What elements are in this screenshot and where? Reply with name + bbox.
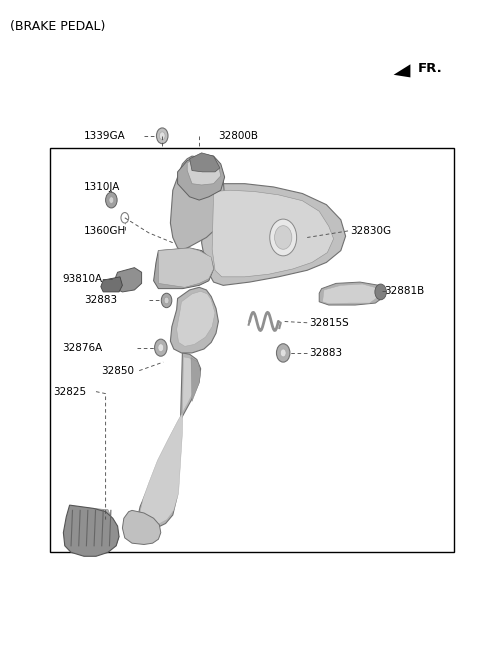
Text: 1339GA: 1339GA bbox=[84, 131, 126, 141]
Polygon shape bbox=[170, 287, 218, 353]
Polygon shape bbox=[158, 248, 214, 287]
Polygon shape bbox=[65, 506, 119, 551]
Circle shape bbox=[159, 132, 165, 140]
Polygon shape bbox=[319, 282, 384, 305]
Circle shape bbox=[109, 197, 114, 203]
Circle shape bbox=[156, 128, 168, 144]
Polygon shape bbox=[114, 268, 142, 292]
Polygon shape bbox=[140, 357, 199, 525]
Text: 32850: 32850 bbox=[101, 365, 134, 376]
Polygon shape bbox=[212, 190, 334, 277]
Circle shape bbox=[275, 226, 292, 249]
Polygon shape bbox=[394, 64, 410, 77]
Text: 32830G: 32830G bbox=[350, 226, 392, 236]
Polygon shape bbox=[138, 353, 201, 528]
Text: 32883: 32883 bbox=[310, 348, 343, 358]
Polygon shape bbox=[170, 156, 225, 251]
Circle shape bbox=[155, 339, 167, 356]
Circle shape bbox=[375, 284, 386, 300]
Circle shape bbox=[164, 297, 169, 304]
Polygon shape bbox=[177, 291, 215, 346]
Text: (BRAKE PEDAL): (BRAKE PEDAL) bbox=[10, 20, 105, 33]
Polygon shape bbox=[323, 284, 381, 304]
Polygon shape bbox=[202, 184, 346, 285]
Text: 93810A: 93810A bbox=[62, 274, 103, 284]
Text: 1360GH: 1360GH bbox=[84, 226, 126, 236]
Circle shape bbox=[276, 344, 290, 362]
Circle shape bbox=[121, 213, 129, 223]
Polygon shape bbox=[191, 358, 201, 401]
Polygon shape bbox=[101, 277, 122, 292]
Circle shape bbox=[270, 219, 297, 256]
Text: 32825: 32825 bbox=[53, 386, 86, 397]
Bar bbox=[50, 148, 454, 552]
Text: 32815S: 32815S bbox=[310, 318, 349, 328]
Circle shape bbox=[280, 349, 286, 357]
Polygon shape bbox=[154, 248, 214, 289]
Text: 1310JA: 1310JA bbox=[84, 182, 120, 192]
Circle shape bbox=[158, 344, 164, 352]
Text: FR.: FR. bbox=[418, 62, 443, 75]
Text: 32876A: 32876A bbox=[62, 342, 103, 353]
Polygon shape bbox=[187, 156, 221, 185]
Text: 32800B: 32800B bbox=[218, 131, 258, 141]
Polygon shape bbox=[122, 510, 161, 544]
Polygon shape bbox=[178, 154, 225, 200]
Circle shape bbox=[106, 192, 117, 208]
Polygon shape bbox=[190, 153, 220, 172]
Circle shape bbox=[161, 293, 172, 308]
Text: 32883: 32883 bbox=[84, 295, 117, 305]
Polygon shape bbox=[63, 505, 119, 556]
Text: 32881B: 32881B bbox=[384, 285, 424, 296]
